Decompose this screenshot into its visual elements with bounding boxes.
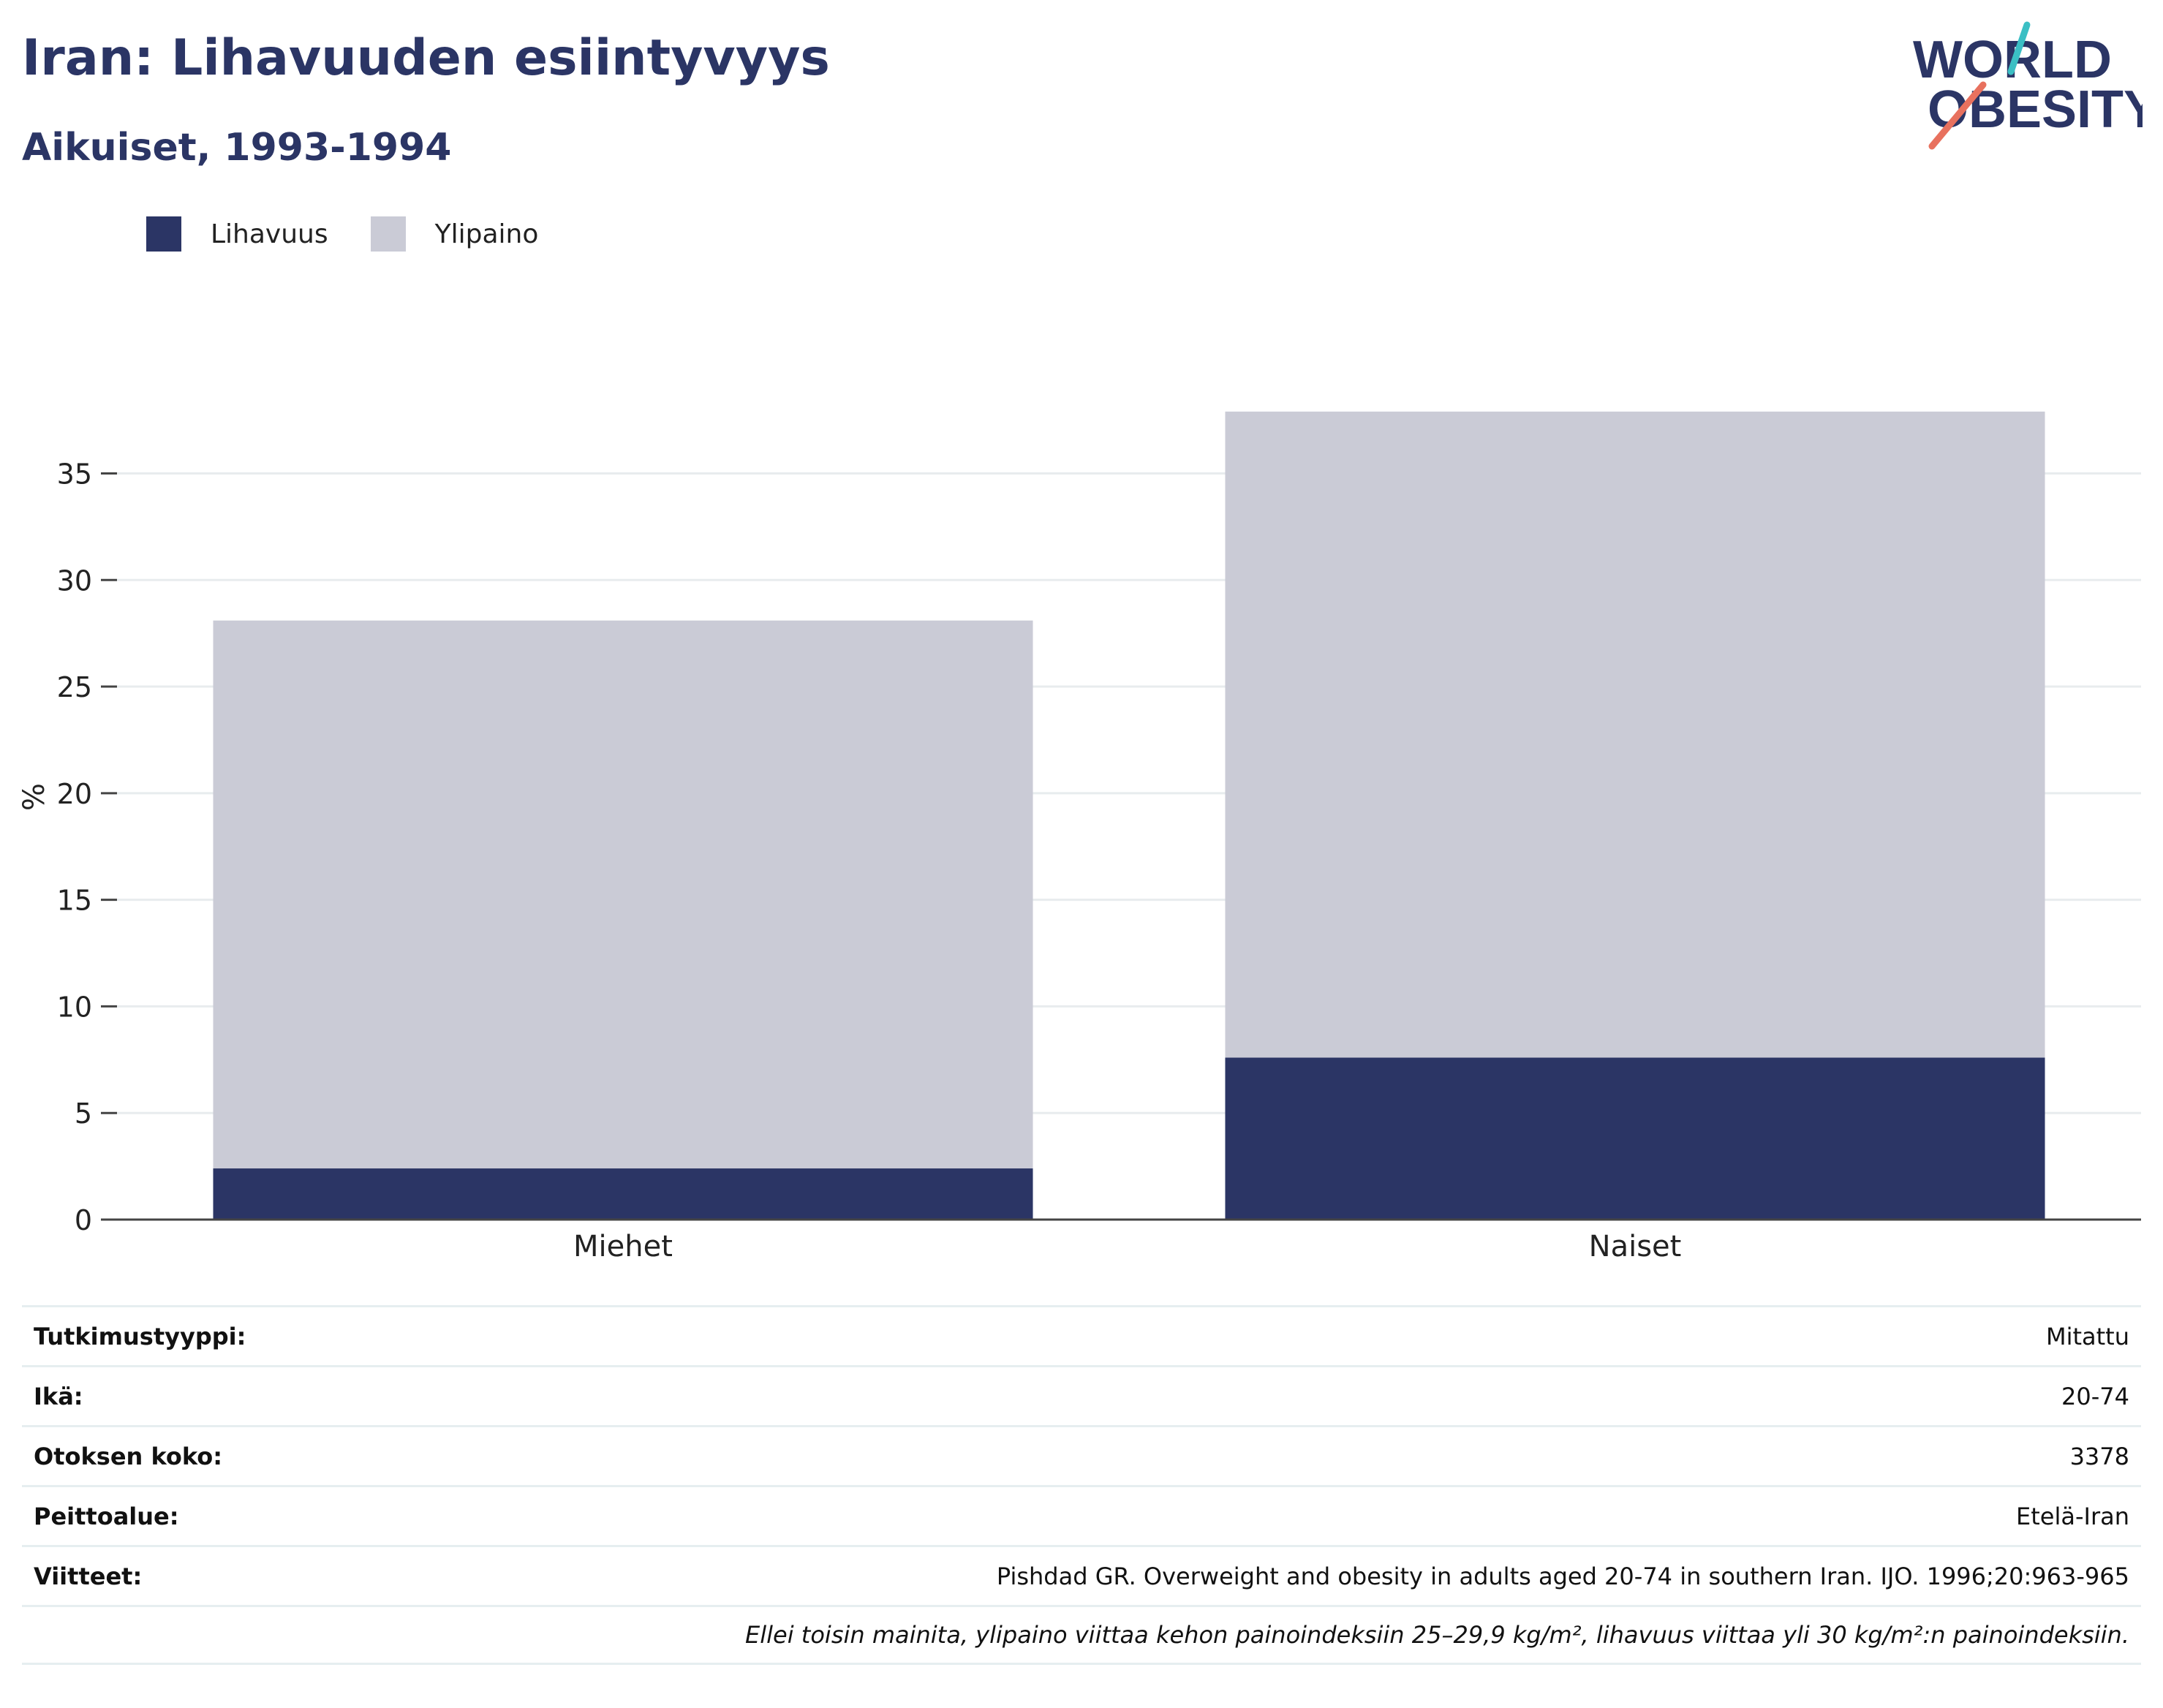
definition-note: Ellei toisin mainita, ylipaino viittaa k… [745, 1621, 2129, 1649]
info-row-definition-note: Ellei toisin mainita, ylipaino viittaa k… [22, 1605, 2141, 1665]
bar-obesity-naiset[interactable] [1225, 1057, 2045, 1220]
info-label: Ikä: [34, 1382, 83, 1410]
y-axis-label: % [18, 783, 51, 811]
legend-swatch-overweight [370, 216, 406, 252]
chart-legend: Lihavuus Ylipaino [146, 216, 581, 252]
legend-item-overweight: Ylipaino [370, 216, 539, 252]
info-value: Etelä-Iran [2016, 1502, 2129, 1530]
y-tick-label: 30 [57, 564, 92, 597]
y-tick-label: 35 [57, 458, 92, 490]
y-tick-label: 15 [57, 885, 92, 917]
info-value: 3378 [2069, 1442, 2129, 1470]
legend-swatch-obesity [146, 216, 181, 252]
info-label: Peittoalue: [34, 1502, 179, 1530]
x-tick-label: Naiset [1589, 1230, 1682, 1263]
info-label: Otoksen koko: [34, 1442, 223, 1470]
info-value: Pishdad GR. Overweight and obesity in ad… [996, 1562, 2129, 1590]
info-row-sample-size: Otoksen koko: 3378 [22, 1425, 2141, 1485]
info-row-coverage: Peittoalue: Etelä-Iran [22, 1485, 2141, 1545]
legend-label-overweight: Ylipaino [434, 219, 539, 249]
info-row-age: Ikä: 20-74 [22, 1365, 2141, 1425]
legend-item-obesity: Lihavuus [146, 216, 328, 252]
legend-label-obesity: Lihavuus [211, 219, 328, 249]
info-row-study-type: Tutkimustyyppi: Mitattu [22, 1305, 2141, 1365]
y-tick-labels: 0 5 10 15 20 25 30 35 [57, 458, 117, 1236]
info-label: Tutkimustyyppi: [34, 1322, 246, 1350]
y-tick-label: 10 [57, 991, 92, 1023]
info-row-references: Viitteet: Pishdad GR. Overweight and obe… [22, 1545, 2141, 1605]
bar-overweight-naiset[interactable] [1225, 411, 2045, 1058]
y-tick-label: 0 [75, 1204, 92, 1236]
x-tick-label: Miehet [573, 1230, 673, 1263]
world-obesity-logo: WORLD OBESITY [1913, 21, 2143, 150]
y-tick-label: 5 [75, 1097, 92, 1130]
logo-slash-teal [2007, 21, 2031, 75]
bars [213, 411, 2045, 1220]
logo-slash-red [1928, 81, 1987, 150]
chart-title: Iran: Lihavuuden esiintyvyys [22, 29, 830, 87]
study-info-table: Tutkimustyyppi: Mitattu Ikä: 20-74 Otoks… [22, 1305, 2141, 1665]
y-tick-label: 20 [57, 778, 92, 810]
bar-overweight-miehet[interactable] [213, 620, 1033, 1169]
info-value: Mitattu [2045, 1322, 2129, 1350]
x-tick-labels: Miehet Naiset [573, 1230, 1681, 1263]
y-tick-label: 25 [57, 671, 92, 703]
bar-chart: 0 5 10 15 20 25 30 35 Miehet Naiset % [18, 411, 2141, 1263]
info-value: 20-74 [2061, 1382, 2129, 1410]
chart-subtitle: Aikuiset, 1993-1994 [22, 126, 452, 170]
bar-obesity-miehet[interactable] [213, 1168, 1033, 1220]
info-label: Viitteet: [34, 1562, 143, 1590]
